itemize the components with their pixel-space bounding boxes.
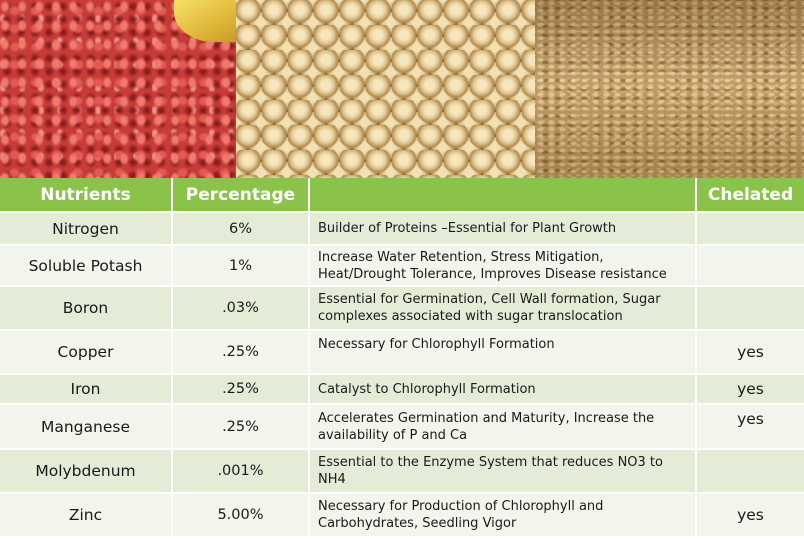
nutrient-name: Boron [0, 286, 173, 331]
corn-chip-detail [174, 0, 236, 42]
nutrient-table: Nutrients Percentage Chelated Nitrogen 6… [0, 178, 804, 538]
nutrient-description: Builder of Proteins –Essential for Plant… [309, 212, 697, 246]
nutrient-table-container: Nutrients Percentage Chelated Nitrogen 6… [0, 178, 804, 539]
table-row: Zinc 5.00% Necessary for Production of C… [0, 493, 804, 538]
seed-photo-banner [0, 0, 804, 178]
nutrient-description: Increase Water Retention, Stress Mitigat… [309, 245, 697, 287]
nutrient-name: Nitrogen [0, 212, 173, 246]
nutrient-description: Necessary for Production of Chlorophyll … [309, 493, 697, 538]
table-row: Nitrogen 6% Builder of Proteins –Essenti… [0, 212, 804, 246]
nutrient-name: Manganese [0, 404, 173, 450]
nutrient-name: Soluble Potash [0, 245, 173, 287]
header-nutrients: Nutrients [0, 178, 173, 213]
table-row: Manganese .25% Accelerates Germination a… [0, 404, 804, 450]
chelated-value: yes [696, 493, 804, 538]
header-description [309, 178, 697, 213]
nutrient-percentage: .001% [172, 449, 310, 494]
treated-seed-photo [0, 0, 236, 178]
nutrient-description: Essential for Germination, Cell Wall for… [309, 286, 697, 331]
nutrient-percentage: .25% [172, 330, 310, 375]
nutrient-percentage: 1% [172, 245, 310, 287]
chelated-value [696, 245, 804, 287]
table-row: Molybdenum .001% Essential to the Enzyme… [0, 449, 804, 494]
nutrient-description: Necessary for Chlorophyll Formation [309, 330, 697, 375]
table-row: Iron .25% Catalyst to Chlorophyll Format… [0, 374, 804, 405]
nutrient-name: Iron [0, 374, 173, 405]
header-percentage: Percentage [172, 178, 310, 213]
chelated-value: yes [696, 330, 804, 375]
chelated-value: yes [696, 404, 804, 450]
nutrient-percentage: 5.00% [172, 493, 310, 538]
table-row: Copper .25% Necessary for Chlorophyll Fo… [0, 330, 804, 375]
nutrient-percentage: .25% [172, 374, 310, 405]
nutrient-description: Accelerates Germination and Maturity, In… [309, 404, 697, 450]
chelated-value [696, 286, 804, 331]
soybean-photo [236, 0, 535, 178]
nutrient-name: Molybdenum [0, 449, 173, 494]
nutrient-description: Catalyst to Chlorophyll Formation [309, 374, 697, 405]
nutrient-percentage: 6% [172, 212, 310, 246]
chelated-value [696, 449, 804, 494]
nutrient-name: Copper [0, 330, 173, 375]
table-header-row: Nutrients Percentage Chelated [0, 178, 804, 213]
wheat-grain-photo [535, 0, 804, 178]
table-row: Boron .03% Essential for Germination, Ce… [0, 286, 804, 331]
nutrient-percentage: .25% [172, 404, 310, 450]
nutrient-name: Zinc [0, 493, 173, 538]
table-row: Soluble Potash 1% Increase Water Retenti… [0, 245, 804, 287]
chelated-value [696, 212, 804, 246]
header-chelated: Chelated [696, 178, 804, 213]
nutrient-description: Essential to the Enzyme System that redu… [309, 449, 697, 494]
chelated-value: yes [696, 374, 804, 405]
nutrient-percentage: .03% [172, 286, 310, 331]
